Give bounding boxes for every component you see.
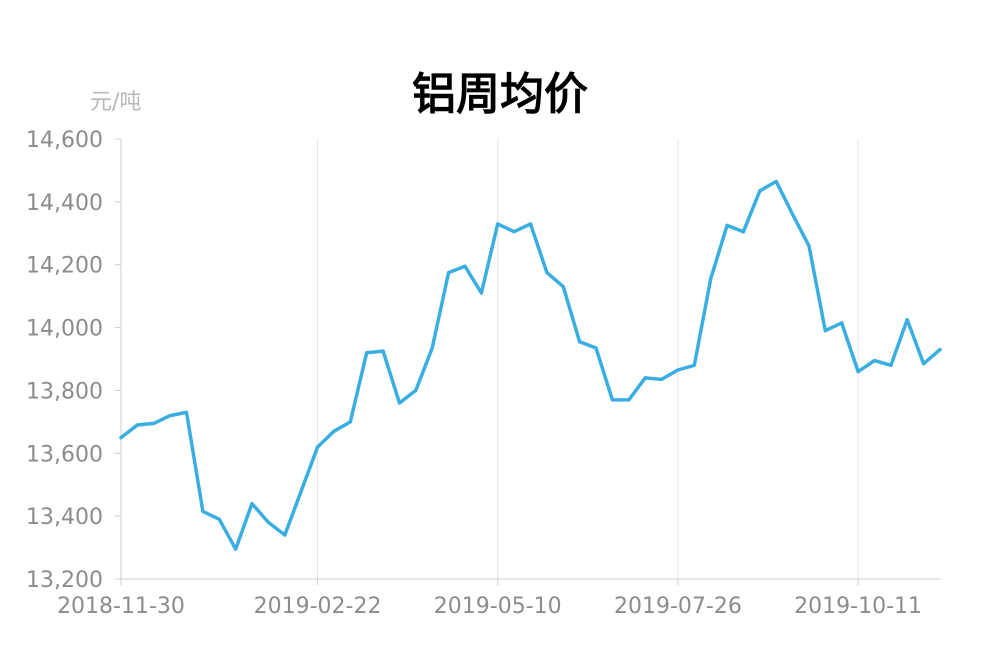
- series-line: [119, 179, 942, 551]
- data-point: [332, 429, 336, 433]
- data-point: [528, 222, 533, 226]
- data-point: [168, 413, 172, 418]
- data-point: [578, 340, 582, 344]
- data-point: [266, 520, 271, 525]
- data-point: [348, 420, 352, 424]
- y-tick-label: 13,800: [26, 379, 103, 404]
- data-point: [414, 388, 418, 393]
- data-point: [234, 547, 238, 551]
- y-axis-unit-label: 元/吨: [90, 90, 142, 115]
- data-point: [692, 363, 696, 367]
- data-point: [365, 351, 369, 355]
- data-point: [299, 489, 303, 493]
- data-point: [512, 230, 516, 234]
- data-point: [217, 517, 221, 521]
- data-point: [283, 533, 287, 537]
- data-point: [545, 270, 549, 275]
- x-tick-label: 2018-11-30: [57, 594, 185, 619]
- data-point: [889, 363, 893, 367]
- x-tick-label: 2019-05-10: [434, 594, 562, 619]
- data-point: [430, 346, 434, 350]
- data-point: [807, 244, 811, 248]
- data-point: [594, 346, 598, 350]
- y-tick-label: 13,200: [26, 568, 103, 593]
- y-tick-label: 13,400: [26, 505, 103, 530]
- x-tick-label: 2019-07-26: [614, 594, 742, 619]
- data-point: [381, 349, 385, 353]
- data-point: [496, 222, 500, 226]
- data-point: [938, 347, 942, 352]
- chart-title: 铝周均价: [412, 69, 588, 120]
- data-point: [922, 362, 926, 366]
- data-point: [725, 223, 729, 228]
- data-point: [627, 398, 631, 402]
- data-point: [479, 291, 483, 295]
- data-point: [610, 398, 615, 402]
- data-point: [135, 423, 139, 427]
- data-point: [659, 377, 664, 382]
- data-point: [872, 358, 877, 363]
- data-point: [397, 401, 402, 405]
- data-point: [561, 285, 565, 289]
- data-point: [201, 509, 205, 514]
- data-point: [774, 179, 778, 184]
- data-point: [758, 189, 762, 193]
- y-tick-label: 14,200: [26, 254, 103, 279]
- data-point: [119, 435, 123, 440]
- y-tick-label: 14,400: [26, 191, 103, 216]
- data-point: [741, 230, 746, 234]
- x-tick-label: 2019-10-11: [794, 594, 922, 619]
- y-tick-label: 14,000: [26, 317, 103, 342]
- data-point: [447, 270, 451, 275]
- data-point: [643, 376, 647, 380]
- data-point: [790, 212, 795, 217]
- x-tick-label: 2019-02-22: [254, 594, 382, 619]
- data-point: [856, 369, 860, 374]
- data-point: [709, 277, 713, 281]
- data-point: [823, 329, 827, 333]
- data-point: [676, 368, 680, 372]
- data-point: [184, 410, 189, 415]
- data-point: [315, 445, 320, 449]
- data-point: [152, 421, 156, 426]
- data-point: [840, 321, 844, 325]
- data-point: [463, 264, 467, 268]
- data-point: [250, 501, 254, 506]
- y-tick-label: 13,600: [26, 442, 103, 467]
- y-tick-label: 14,600: [26, 128, 103, 153]
- data-point: [905, 318, 909, 322]
